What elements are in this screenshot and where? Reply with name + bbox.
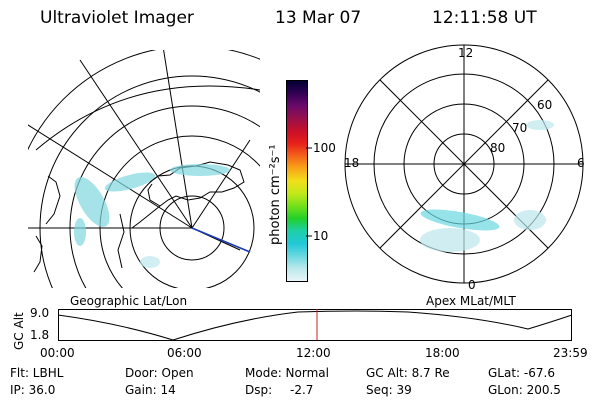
colorbar <box>286 80 308 282</box>
app-title: Ultraviolet Imager <box>40 8 194 28</box>
gc-alt-status: GC Alt: 8.7 Re <box>366 366 450 380</box>
colorbar-label: photon cm⁻²s⁻¹ <box>268 144 283 245</box>
timeline-x-tick-2359: 23:59 <box>553 346 588 360</box>
left-map-caption: Geographic Lat/Lon <box>70 294 188 308</box>
glat-status: GLat: -67.6 <box>488 366 555 380</box>
lon-line <box>163 50 193 229</box>
magnetic-meridian <box>191 227 251 253</box>
mlat-label-80: 80 <box>490 141 506 155</box>
colorbar-tick-10: 10 <box>313 229 329 243</box>
earth-limb <box>35 85 260 151</box>
timeline-axis-label: GC Alt <box>12 312 26 350</box>
timeline-x-tick-0000: 00:00 <box>40 346 75 360</box>
timeline-x-tick-0600: 06:00 <box>167 346 202 360</box>
lon-line <box>191 139 251 229</box>
colorbar-tick-100: 100 <box>313 141 336 155</box>
time-label: 12:11:58 UT <box>432 8 537 28</box>
timeline-y-tick-1: 1.8 <box>30 328 50 342</box>
mlat-label-60: 60 <box>537 98 553 112</box>
coastline <box>45 175 61 225</box>
glon-status: GLon: 200.5 <box>488 383 561 397</box>
mlt-label-12: 12 <box>458 46 474 60</box>
lon-line <box>28 124 193 229</box>
mlt-label-6: 6 <box>577 156 585 170</box>
timeline-plot <box>57 309 573 341</box>
date-label: 13 Mar 07 <box>275 8 362 28</box>
mode-status: Mode: Normal <box>245 366 329 380</box>
filter-status: Flt: LBHL <box>10 366 64 380</box>
coastline <box>117 213 125 269</box>
ip-status: IP: 36.0 <box>10 383 56 397</box>
lon-line <box>79 59 193 229</box>
dsp-value: -2.7 <box>290 383 314 397</box>
altitude-curve <box>57 310 573 341</box>
right-map-caption: Apex MLat/MLT <box>426 294 516 308</box>
seq-status: Seq: 39 <box>366 383 412 397</box>
coastline <box>33 235 43 273</box>
aurora-emission <box>420 120 554 252</box>
timeline-x-tick-1800: 18:00 <box>425 346 460 360</box>
apex-polar-map <box>344 44 584 284</box>
mlat-label-70: 70 <box>512 121 528 135</box>
mlt-line-diag <box>379 79 549 249</box>
geographic-map <box>28 50 260 288</box>
aurora-emission <box>74 164 230 268</box>
coastline <box>147 183 161 207</box>
dsp-label: Dsp: <box>245 383 273 397</box>
mlt-label-18: 18 <box>344 156 360 170</box>
door-status: Door: Open <box>125 366 194 380</box>
mlt-label-0: 0 <box>468 278 476 292</box>
colorbar-ticks <box>306 147 312 237</box>
gain-status: Gain: 14 <box>125 383 176 397</box>
timeline-y-tick-9: 9.0 <box>30 306 50 320</box>
timeline-x-tick-1200: 12:00 <box>296 346 331 360</box>
